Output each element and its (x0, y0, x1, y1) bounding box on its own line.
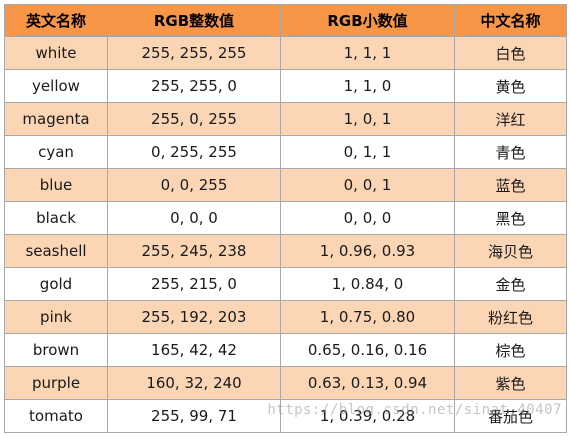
cell-rgb-integer: 0, 0, 255 (107, 168, 281, 202)
cell-chinese-name: 粉红色 (454, 300, 567, 334)
cell-chinese-name: 黑色 (454, 201, 567, 235)
cell-rgb-integer: 255, 245, 238 (107, 234, 281, 268)
cell-rgb-integer: 255, 99, 71 (107, 399, 281, 433)
cell-chinese-name: 白色 (454, 36, 567, 70)
header-rgb-decimal: RGB小数值 (280, 4, 455, 37)
cell-english-name: yellow (4, 69, 108, 103)
cell-rgb-decimal: 0.65, 0.16, 0.16 (280, 333, 455, 367)
cell-chinese-name: 黄色 (454, 69, 567, 103)
table-row: gold 255, 215, 0 1, 0.84, 0 金色 (4, 267, 567, 301)
cell-english-name: gold (4, 267, 108, 301)
table-row: cyan 0, 255, 255 0, 1, 1 青色 (4, 135, 567, 169)
table-row: seashell 255, 245, 238 1, 0.96, 0.93 海贝色 (4, 234, 567, 268)
cell-rgb-integer: 255, 255, 0 (107, 69, 281, 103)
table-row: pink 255, 192, 203 1, 0.75, 0.80 粉红色 (4, 300, 567, 334)
cell-chinese-name: 番茄色 (454, 399, 567, 433)
table-row: white 255, 255, 255 1, 1, 1 白色 (4, 36, 567, 70)
cell-chinese-name: 棕色 (454, 333, 567, 367)
cell-english-name: blue (4, 168, 108, 202)
cell-rgb-decimal: 0.63, 0.13, 0.94 (280, 366, 455, 400)
cell-english-name: cyan (4, 135, 108, 169)
cell-rgb-integer: 255, 0, 255 (107, 102, 281, 136)
cell-rgb-decimal: 1, 0, 1 (280, 102, 455, 136)
cell-chinese-name: 青色 (454, 135, 567, 169)
header-chinese-name: 中文名称 (454, 4, 567, 37)
cell-rgb-integer: 0, 0, 0 (107, 201, 281, 235)
table-row: blue 0, 0, 255 0, 0, 1 蓝色 (4, 168, 567, 202)
header-english-name: 英文名称 (4, 4, 108, 37)
cell-english-name: seashell (4, 234, 108, 268)
cell-chinese-name: 金色 (454, 267, 567, 301)
table-row: tomato 255, 99, 71 1, 0.39, 0.28 番茄色 (4, 399, 567, 433)
table-row: black 0, 0, 0 0, 0, 0 黑色 (4, 201, 567, 235)
table-row: magenta 255, 0, 255 1, 0, 1 洋红 (4, 102, 567, 136)
color-table: 英文名称 RGB整数值 RGB小数值 中文名称 white 255, 255, … (4, 4, 567, 433)
cell-english-name: white (4, 36, 108, 70)
cell-english-name: magenta (4, 102, 108, 136)
cell-english-name: black (4, 201, 108, 235)
cell-chinese-name: 紫色 (454, 366, 567, 400)
table-row: brown 165, 42, 42 0.65, 0.16, 0.16 棕色 (4, 333, 567, 367)
cell-rgb-decimal: 1, 0.96, 0.93 (280, 234, 455, 268)
table-header-row: 英文名称 RGB整数值 RGB小数值 中文名称 (4, 4, 567, 37)
cell-rgb-integer: 0, 255, 255 (107, 135, 281, 169)
cell-rgb-integer: 165, 42, 42 (107, 333, 281, 367)
table-row: purple 160, 32, 240 0.63, 0.13, 0.94 紫色 (4, 366, 567, 400)
cell-english-name: pink (4, 300, 108, 334)
cell-chinese-name: 海贝色 (454, 234, 567, 268)
table-row: yellow 255, 255, 0 1, 1, 0 黄色 (4, 69, 567, 103)
cell-rgb-decimal: 1, 1, 0 (280, 69, 455, 103)
cell-rgb-integer: 160, 32, 240 (107, 366, 281, 400)
cell-rgb-decimal: 1, 1, 1 (280, 36, 455, 70)
cell-rgb-integer: 255, 215, 0 (107, 267, 281, 301)
cell-rgb-integer: 255, 255, 255 (107, 36, 281, 70)
cell-english-name: brown (4, 333, 108, 367)
cell-rgb-decimal: 1, 0.39, 0.28 (280, 399, 455, 433)
cell-rgb-decimal: 0, 0, 1 (280, 168, 455, 202)
header-rgb-integer: RGB整数值 (107, 4, 281, 37)
cell-rgb-integer: 255, 192, 203 (107, 300, 281, 334)
cell-rgb-decimal: 1, 0.75, 0.80 (280, 300, 455, 334)
cell-chinese-name: 洋红 (454, 102, 567, 136)
cell-rgb-decimal: 1, 0.84, 0 (280, 267, 455, 301)
cell-english-name: tomato (4, 399, 108, 433)
cell-rgb-decimal: 0, 1, 1 (280, 135, 455, 169)
cell-chinese-name: 蓝色 (454, 168, 567, 202)
color-table-wrapper: 英文名称 RGB整数值 RGB小数值 中文名称 white 255, 255, … (4, 4, 567, 433)
cell-rgb-decimal: 0, 0, 0 (280, 201, 455, 235)
cell-english-name: purple (4, 366, 108, 400)
